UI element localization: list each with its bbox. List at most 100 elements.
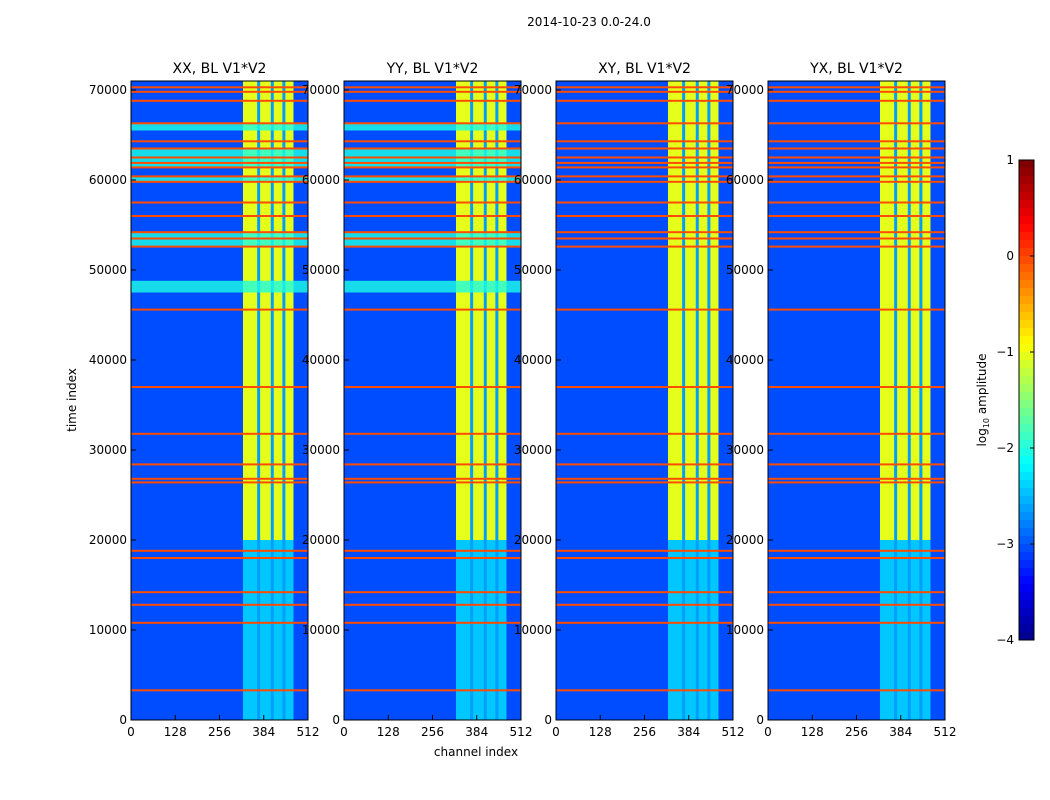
colorbar-segment: [1019, 496, 1034, 505]
colorbar-segment: [1019, 520, 1034, 529]
x-tick-label: 256: [845, 725, 868, 739]
band-row: [131, 123, 308, 131]
x-tick-label: 256: [208, 725, 231, 739]
panel-title: XY, BL V1*V2: [598, 61, 691, 77]
flagged-row: [344, 175, 521, 178]
flagged-row: [768, 175, 945, 178]
colorbar-segment: [1019, 584, 1034, 593]
flagged-row: [768, 603, 945, 606]
x-tick-label: 0: [552, 725, 560, 739]
band-row: [131, 176, 308, 182]
flagged-row: [344, 215, 521, 217]
bright-channel-region-lower: [456, 540, 507, 720]
flagged-row: [131, 140, 308, 143]
x-tick-label: 512: [297, 725, 320, 739]
y-tick-label: 0: [119, 713, 127, 727]
colorbar-segment: [1019, 216, 1034, 225]
flagged-row: [344, 140, 521, 143]
colorbar-label: log10 amplitude: [975, 354, 991, 447]
flagged-row: [556, 463, 733, 466]
flagged-row: [344, 231, 521, 234]
flagged-row: [556, 201, 733, 204]
x-tick-label: 384: [889, 725, 912, 739]
colorbar-segment: [1019, 312, 1034, 321]
x-tick-label: 384: [252, 725, 275, 739]
colorbar: 1 0 −1 −2 −3 −4: [996, 153, 1035, 647]
flagged-row: [556, 140, 733, 143]
flagged-row: [131, 603, 308, 606]
colorbar-segment: [1019, 256, 1034, 265]
y-tick-label: 60000: [302, 173, 340, 187]
channel-gap: [470, 81, 474, 720]
y-tick-label: 30000: [726, 443, 764, 457]
flagged-row: [131, 386, 308, 388]
y-axis-label: time index: [65, 368, 79, 432]
flagged-row: [131, 122, 308, 125]
colorbar-segment: [1019, 192, 1034, 201]
flagged-row: [768, 477, 945, 480]
flagged-row: [131, 481, 308, 484]
colorbar-segment: [1019, 504, 1034, 513]
flagged-row: [768, 481, 945, 484]
flagged-row: [768, 432, 945, 435]
y-tick-label: 20000: [726, 533, 764, 547]
flagged-row: [556, 237, 733, 240]
flagged-row: [344, 166, 521, 169]
flagged-row: [131, 621, 308, 624]
y-tick-label: 0: [332, 713, 340, 727]
y-tick-label: 10000: [514, 623, 552, 637]
y-tick-label: 10000: [89, 623, 127, 637]
flagged-row: [131, 215, 308, 217]
colorbar-segment: [1019, 608, 1034, 617]
panel-3: XY, BL V1*V2 0 128 256 384 512 0 10000 20000 3000…: [514, 61, 745, 739]
flagged-row: [768, 308, 945, 311]
flagged-row: [344, 481, 521, 484]
colorbar-segment: [1019, 320, 1034, 329]
x-tick-label: 256: [421, 725, 444, 739]
panel-1: XX, BL V1*V2 0 128 256 384 512 0 10000 20000 3000…: [89, 61, 320, 739]
channel-gap: [270, 81, 274, 720]
colorbar-segment: [1019, 632, 1034, 641]
flagged-row: [768, 156, 945, 159]
flagged-row: [556, 432, 733, 435]
x-tick-label: 384: [677, 725, 700, 739]
channel-gap: [257, 81, 261, 720]
colorbar-tick-label: −3: [996, 537, 1014, 551]
flagged-row: [556, 477, 733, 480]
flagged-row: [768, 180, 945, 183]
flagged-row: [344, 308, 521, 311]
y-tick-label: 0: [544, 713, 552, 727]
colorbar-segment: [1019, 416, 1034, 425]
x-tick-label: 512: [722, 725, 745, 739]
flagged-row: [344, 86, 521, 89]
flagged-row: [768, 386, 945, 388]
y-tick-label: 0: [756, 713, 764, 727]
colorbar-segment: [1019, 432, 1034, 441]
colorbar-tick-label: −1: [996, 345, 1014, 359]
flagged-row: [556, 86, 733, 89]
x-tick-label: 128: [377, 725, 400, 739]
colorbar-segment: [1019, 336, 1034, 345]
flagged-row: [131, 147, 308, 150]
colorbar-segment: [1019, 328, 1034, 337]
colorbar-segment: [1019, 552, 1034, 561]
flagged-row: [556, 621, 733, 624]
flagged-row: [131, 549, 308, 552]
flagged-row: [768, 86, 945, 89]
flagged-row: [131, 591, 308, 594]
flagged-row: [556, 147, 733, 150]
x-tick-label: 256: [633, 725, 656, 739]
colorbar-segment: [1019, 352, 1034, 361]
colorbar-segment: [1019, 232, 1034, 241]
flagged-row: [344, 180, 521, 183]
colorbar-segment: [1019, 280, 1034, 289]
y-tick-label: 40000: [302, 353, 340, 367]
y-tick-label: 70000: [302, 83, 340, 97]
channel-gap: [919, 81, 923, 720]
colorbar-frame: [1018, 159, 1035, 641]
flagged-row: [768, 90, 945, 93]
colorbar-segment: [1019, 376, 1034, 385]
flagged-row: [768, 201, 945, 204]
y-tick-label: 30000: [514, 443, 552, 457]
flagged-row: [768, 147, 945, 150]
